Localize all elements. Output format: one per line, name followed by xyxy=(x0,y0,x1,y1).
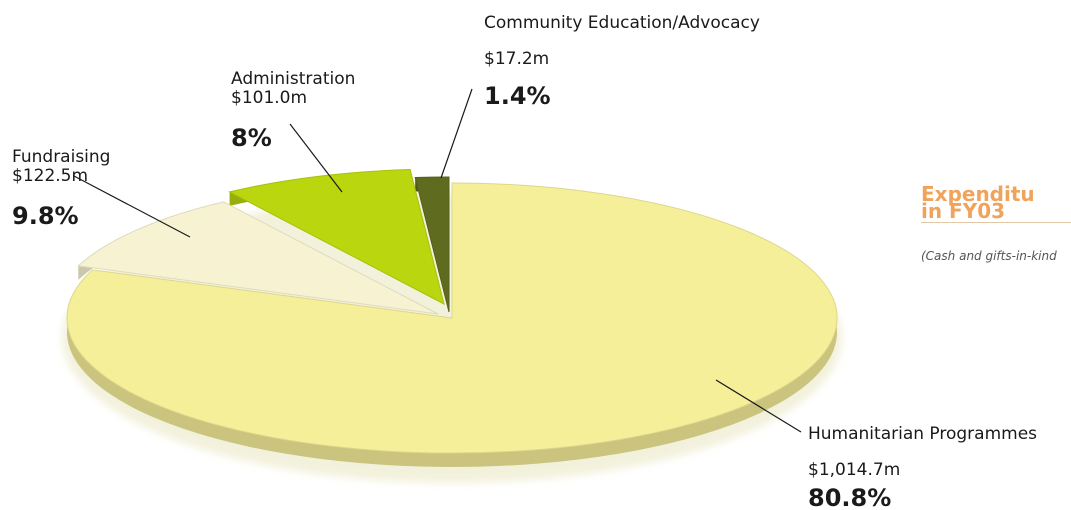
slice-amount-community: $17.2m xyxy=(484,49,549,69)
slice-amount-fundraising: $122.5m xyxy=(12,166,88,186)
leader-line-fundraising xyxy=(73,175,191,238)
slice-community xyxy=(414,176,450,313)
slice-amount-humanitarian: $1,014.7m xyxy=(808,460,900,480)
slice-fundraising xyxy=(77,201,439,315)
slice-label-community: Community Education/Advocacy xyxy=(484,13,760,33)
title-divider xyxy=(921,222,1071,223)
chart-subtitle: (Cash and gifts-in-kind xyxy=(921,249,1057,263)
chart-title-line1: Expenditu xyxy=(921,182,1035,206)
slice-percent-fundraising: 9.8% xyxy=(12,202,79,230)
leader-line-humanitarian xyxy=(715,379,802,433)
slice-amount-administration: $101.0m xyxy=(231,88,307,108)
slice-label-humanitarian: Humanitarian Programmes xyxy=(808,424,1037,444)
leader-line-community xyxy=(440,88,473,179)
slice-administration xyxy=(228,169,445,305)
slice-humanitarian xyxy=(66,182,838,454)
slice-label-administration: Administration xyxy=(231,69,355,89)
slice-percent-humanitarian: 80.8% xyxy=(808,484,891,510)
leader-line-administration xyxy=(289,123,343,193)
chart-title-line2: in FY03 xyxy=(921,199,1006,223)
slice-percent-administration: 8% xyxy=(231,124,272,152)
slice-percent-community: 1.4% xyxy=(484,82,551,110)
slice-label-fundraising: Fundraising xyxy=(12,147,110,167)
